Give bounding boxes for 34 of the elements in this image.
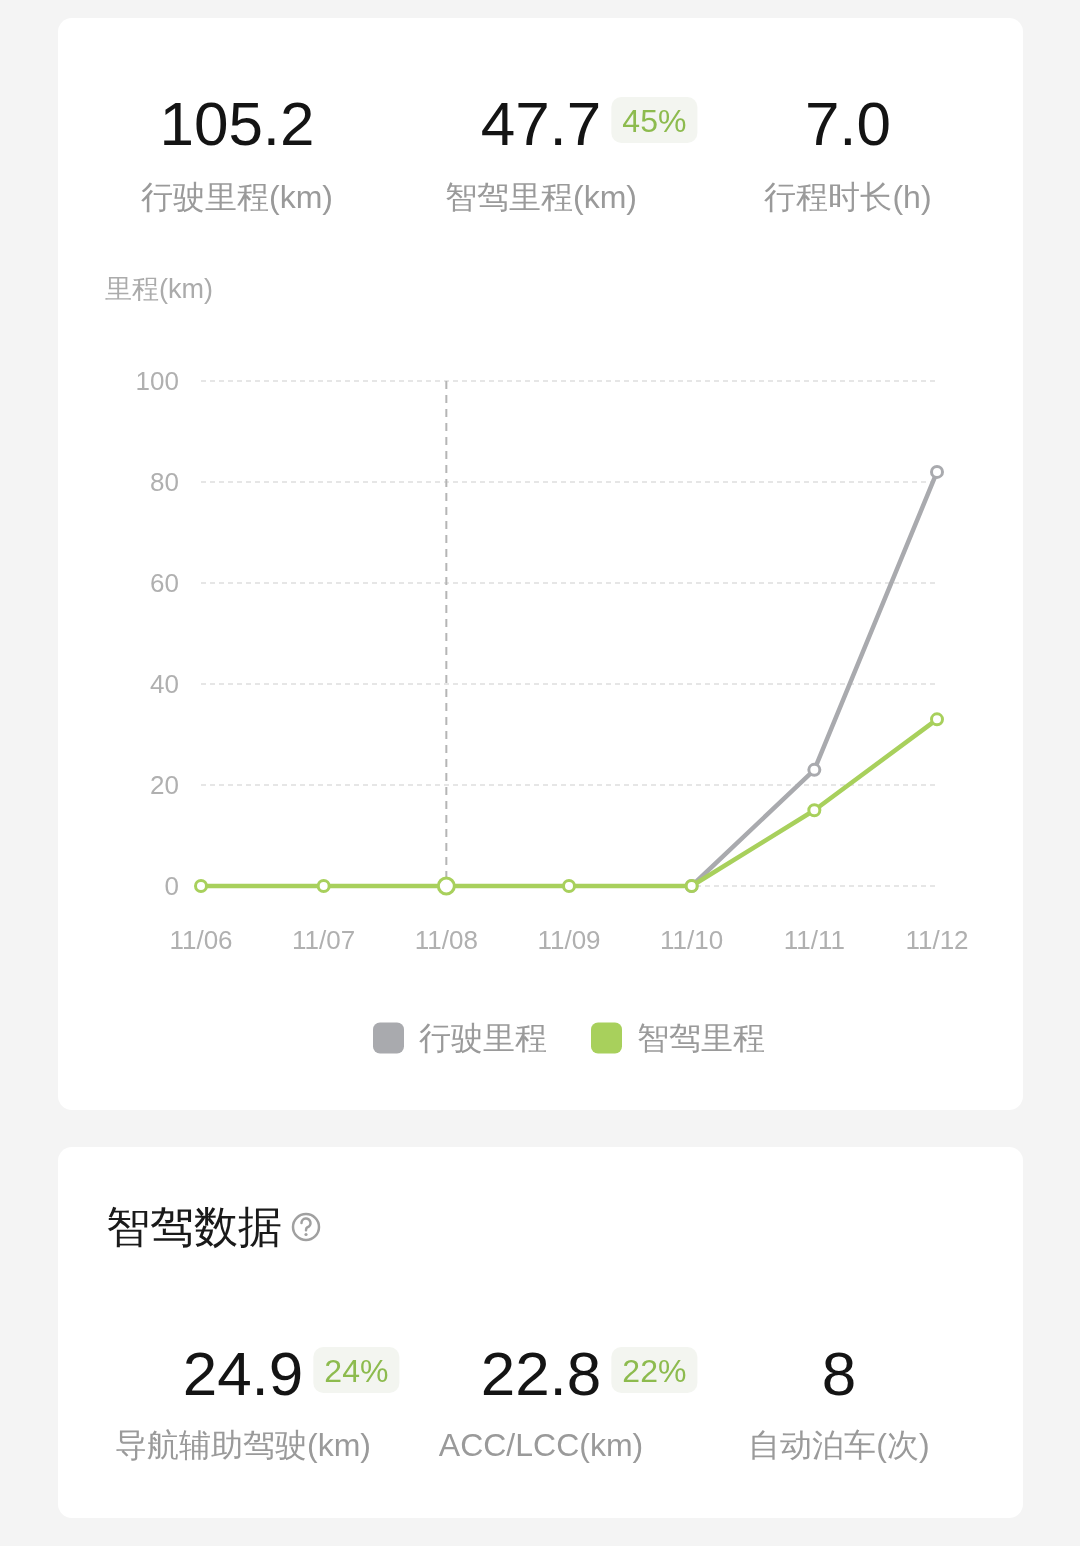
label: 自动泊车(次)	[748, 1427, 930, 1463]
title: 智驾数据	[106, 1202, 282, 1251]
point	[807, 803, 822, 818]
point	[194, 879, 208, 893]
value: 7.0	[804, 89, 892, 158]
label: 行程时长(h)	[764, 179, 932, 215]
value: 47.7	[480, 89, 602, 158]
value: 8	[821, 1339, 857, 1408]
xtick: 11/09	[537, 925, 601, 955]
point	[562, 879, 576, 893]
value: 22.8	[480, 1339, 602, 1408]
xtick: 11/08	[414, 925, 478, 955]
ytick: 20	[150, 770, 179, 800]
point	[930, 464, 944, 479]
ytick: 40	[150, 669, 179, 699]
ytick: 60	[150, 568, 179, 598]
point	[930, 712, 944, 727]
xtick: 11/07	[292, 925, 356, 955]
ylabel: 里程(km)	[105, 274, 213, 304]
point	[316, 879, 331, 893]
label: 行驶里程(km)	[141, 179, 333, 215]
value: 24.9	[182, 1339, 304, 1408]
xtick: 11/10	[660, 925, 724, 955]
ytick: 80	[150, 467, 179, 497]
point	[807, 762, 822, 777]
ytick: 100	[135, 366, 179, 396]
label: 导航辅助驾驶(km)	[115, 1427, 371, 1463]
ytick: 0	[164, 871, 179, 901]
xtick: 11/06	[169, 925, 233, 955]
label: 智驾里程(km)	[445, 179, 637, 215]
xtick: 11/12	[905, 925, 969, 955]
value: 105.2	[159, 89, 315, 158]
label: ACC/LCC(km)	[438, 1427, 644, 1463]
xtick: 11/11	[783, 925, 845, 955]
